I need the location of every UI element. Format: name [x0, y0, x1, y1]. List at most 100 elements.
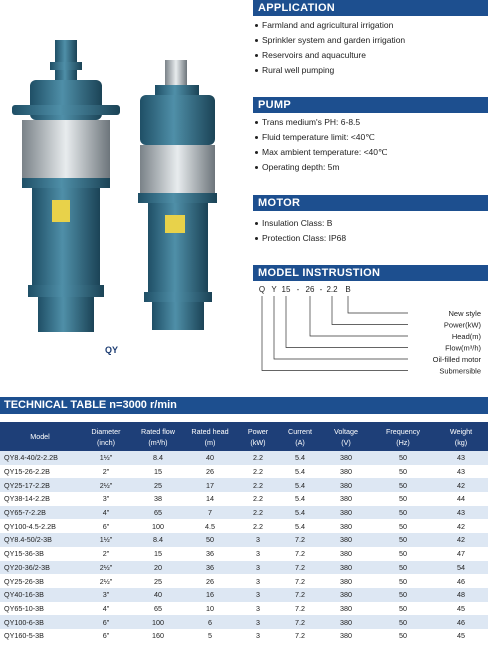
table-cell: 42 [434, 478, 488, 493]
table-cell: 40 [184, 451, 236, 465]
connector [331, 296, 408, 325]
code-label: New style [448, 309, 481, 318]
table-cell: 3 [236, 615, 280, 629]
table-cell: 36 [184, 560, 236, 575]
table-cell: 7.2 [280, 533, 320, 547]
table-cell: QY160-5-3B [4, 631, 44, 641]
table-cell: 8.4 [132, 533, 184, 547]
table-cell: 380 [340, 494, 352, 504]
table-cell: 7.2 [280, 615, 320, 629]
connector [347, 296, 408, 314]
data-row: QY8.4-50/2-3B 1½" 8.4 50 3 7.2 380 50 42 [0, 533, 488, 547]
table-cell: 14 [206, 494, 214, 504]
table-cell: 380 [340, 521, 352, 531]
table-title: TECHNICAL TABLE n=3000 r/min [0, 397, 488, 414]
table-cell: QY8.4-50/2-3B [0, 533, 80, 547]
table-cell: 50 [399, 603, 407, 613]
table-cell: 2.2 [253, 521, 263, 531]
table-cell: 5 [208, 631, 212, 641]
data-row: QY25-26-3B 2½" 25 26 3 7.2 380 50 46 [0, 574, 488, 588]
table-cell: 42 [434, 533, 488, 547]
table-cell: 1½" [80, 451, 132, 465]
table-cell: 6" [102, 521, 110, 531]
table-cell: 50 [372, 533, 434, 547]
header-cell: Rated flow (m³/h) [132, 422, 184, 451]
header-text: Model [30, 432, 50, 441]
table-cell: 2½" [80, 560, 132, 575]
table-cell: 43 [434, 451, 488, 465]
table-cell: 50 [372, 478, 434, 493]
table-cell: 380 [320, 560, 372, 575]
table-cell: 2.2 [236, 505, 280, 520]
section-header: PUMP [253, 97, 488, 113]
table-cell: 5.4 [295, 467, 305, 477]
table-cell: 8.4 [132, 451, 184, 465]
data-row: QY65-10-3B 4" 65 10 3 7.2 380 50 45 [0, 602, 488, 616]
header-text: (Hz) [396, 437, 410, 447]
table-cell: 4.5 [205, 521, 215, 531]
header-text: Weight [449, 426, 473, 436]
connector [309, 296, 408, 337]
section-header: MOTOR [253, 195, 488, 211]
table-cell: 7.2 [280, 587, 320, 602]
data-row: QY20-36/2-3B 2½" 20 36 3 7.2 380 50 54 [0, 560, 488, 575]
table-cell: QY38-14-2.2B [4, 494, 50, 504]
header-cell: Rated head (m) [184, 422, 236, 451]
table-cell: 5.4 [280, 451, 320, 465]
table-cell: 20 [132, 560, 184, 575]
table-cell: 26 [206, 467, 214, 477]
image-caption: QY [105, 345, 119, 355]
code-part: 15 [282, 285, 291, 294]
table-cell: 3 [256, 549, 260, 559]
table-cell: 380 [340, 603, 352, 613]
table-cell: QY25-26-3B [4, 576, 44, 586]
table-cell: 6 [184, 615, 236, 629]
code-part: 2.2 [326, 285, 338, 294]
table-cell: 15 [154, 467, 162, 477]
bullet-item: Protection Class: IP68 [253, 231, 346, 246]
table-cell: 2½" [80, 478, 132, 493]
table-cell: 43 [434, 505, 488, 520]
table-cell: 50 [399, 494, 407, 504]
table-cell: 54 [434, 560, 488, 575]
table-cell: 26 [206, 576, 214, 586]
header-row: Model Diameter (inch) Rated flow (m³/h) Rated… [0, 422, 488, 451]
header-text: (A) [295, 437, 305, 447]
table-cell: 50 [372, 505, 434, 520]
table-cell: 2½" [99, 576, 113, 586]
header-text: (kW) [250, 437, 266, 447]
code-label: Head(m) [452, 332, 482, 341]
header-text: (m) [204, 437, 216, 447]
table-cell: 5.4 [295, 521, 305, 531]
table-cell: 5.4 [280, 505, 320, 520]
table-cell: 43 [457, 467, 465, 477]
table-cell: 47 [457, 549, 465, 559]
table-cell: 380 [340, 576, 352, 586]
table-cell: 46 [457, 576, 465, 586]
table-cell: 3" [102, 494, 110, 504]
header-cell: Weight (kg) [434, 422, 488, 451]
bullet-item: Insulation Class: B [253, 216, 346, 231]
table-cell: 50 [372, 587, 434, 602]
header-text: (inch) [97, 437, 115, 447]
table-cell: 46 [434, 615, 488, 629]
header-text: Current [288, 426, 312, 436]
table-cell: 36 [206, 549, 214, 559]
table-cell: 10 [206, 603, 214, 613]
table-cell: 50 [372, 451, 434, 465]
table-cell: 40 [132, 587, 184, 602]
bullet-item: Max ambient temperature: <40℃ [253, 145, 388, 160]
bullet-item: Sprinkler system and garden irrigation [253, 33, 405, 48]
code-label: Power(kW) [444, 321, 482, 330]
table-cell: QY15-26-2.2B [4, 467, 50, 477]
table-cell: 380 [340, 631, 352, 641]
table-cell: 3 [256, 603, 260, 613]
code-part: B [345, 285, 350, 294]
table-cell: 2" [102, 467, 110, 477]
data-row: QY8.4-40/2-2.2B 1½" 8.4 40 2.2 5.4 380 50 43 [0, 451, 488, 465]
data-row: QY65-7-2.2B 4" 65 7 2.2 5.4 380 50 43 [0, 505, 488, 520]
table-cell: QY40-16-3B [0, 587, 80, 602]
table-cell: 6" [80, 615, 132, 629]
table-cell: 2.2 [253, 467, 263, 477]
code-label: Flow(m³/h) [445, 344, 481, 353]
